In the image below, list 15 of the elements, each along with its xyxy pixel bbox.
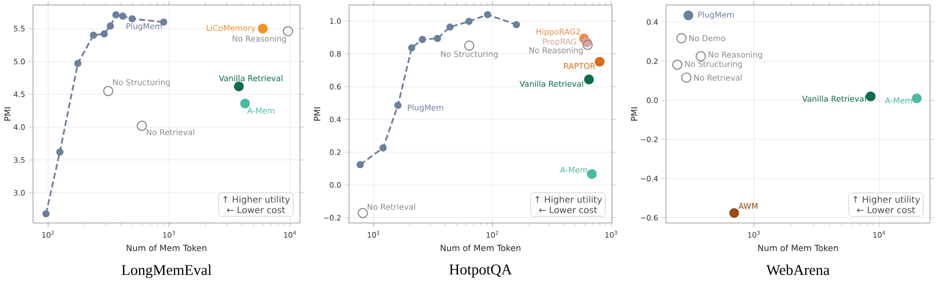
text: WebArena: [766, 264, 830, 276]
annotation: ← Lower cost: [539, 206, 598, 214]
annotation: ← Lower cost: [857, 206, 916, 214]
annotation: ← Lower cost: [226, 206, 285, 214]
y-axis-title: PMI: [631, 107, 638, 121]
text: HotpotQA: [449, 264, 512, 278]
x-axis-title: Num of Mem Token: [440, 244, 520, 252]
text: LongMemEval: [122, 264, 212, 278]
y-axis-title: PMI: [314, 107, 320, 121]
annotation: ↑ Higher utility: [223, 196, 290, 205]
annotation: ↑ Higher utility: [854, 196, 920, 205]
annotation: ↑ Higher utility: [536, 196, 602, 205]
y-axis-title: PMI: [4, 107, 11, 121]
x-axis-title: Num of Mem Token: [126, 244, 206, 252]
x-axis-title: Num of Mem Token: [758, 244, 838, 252]
